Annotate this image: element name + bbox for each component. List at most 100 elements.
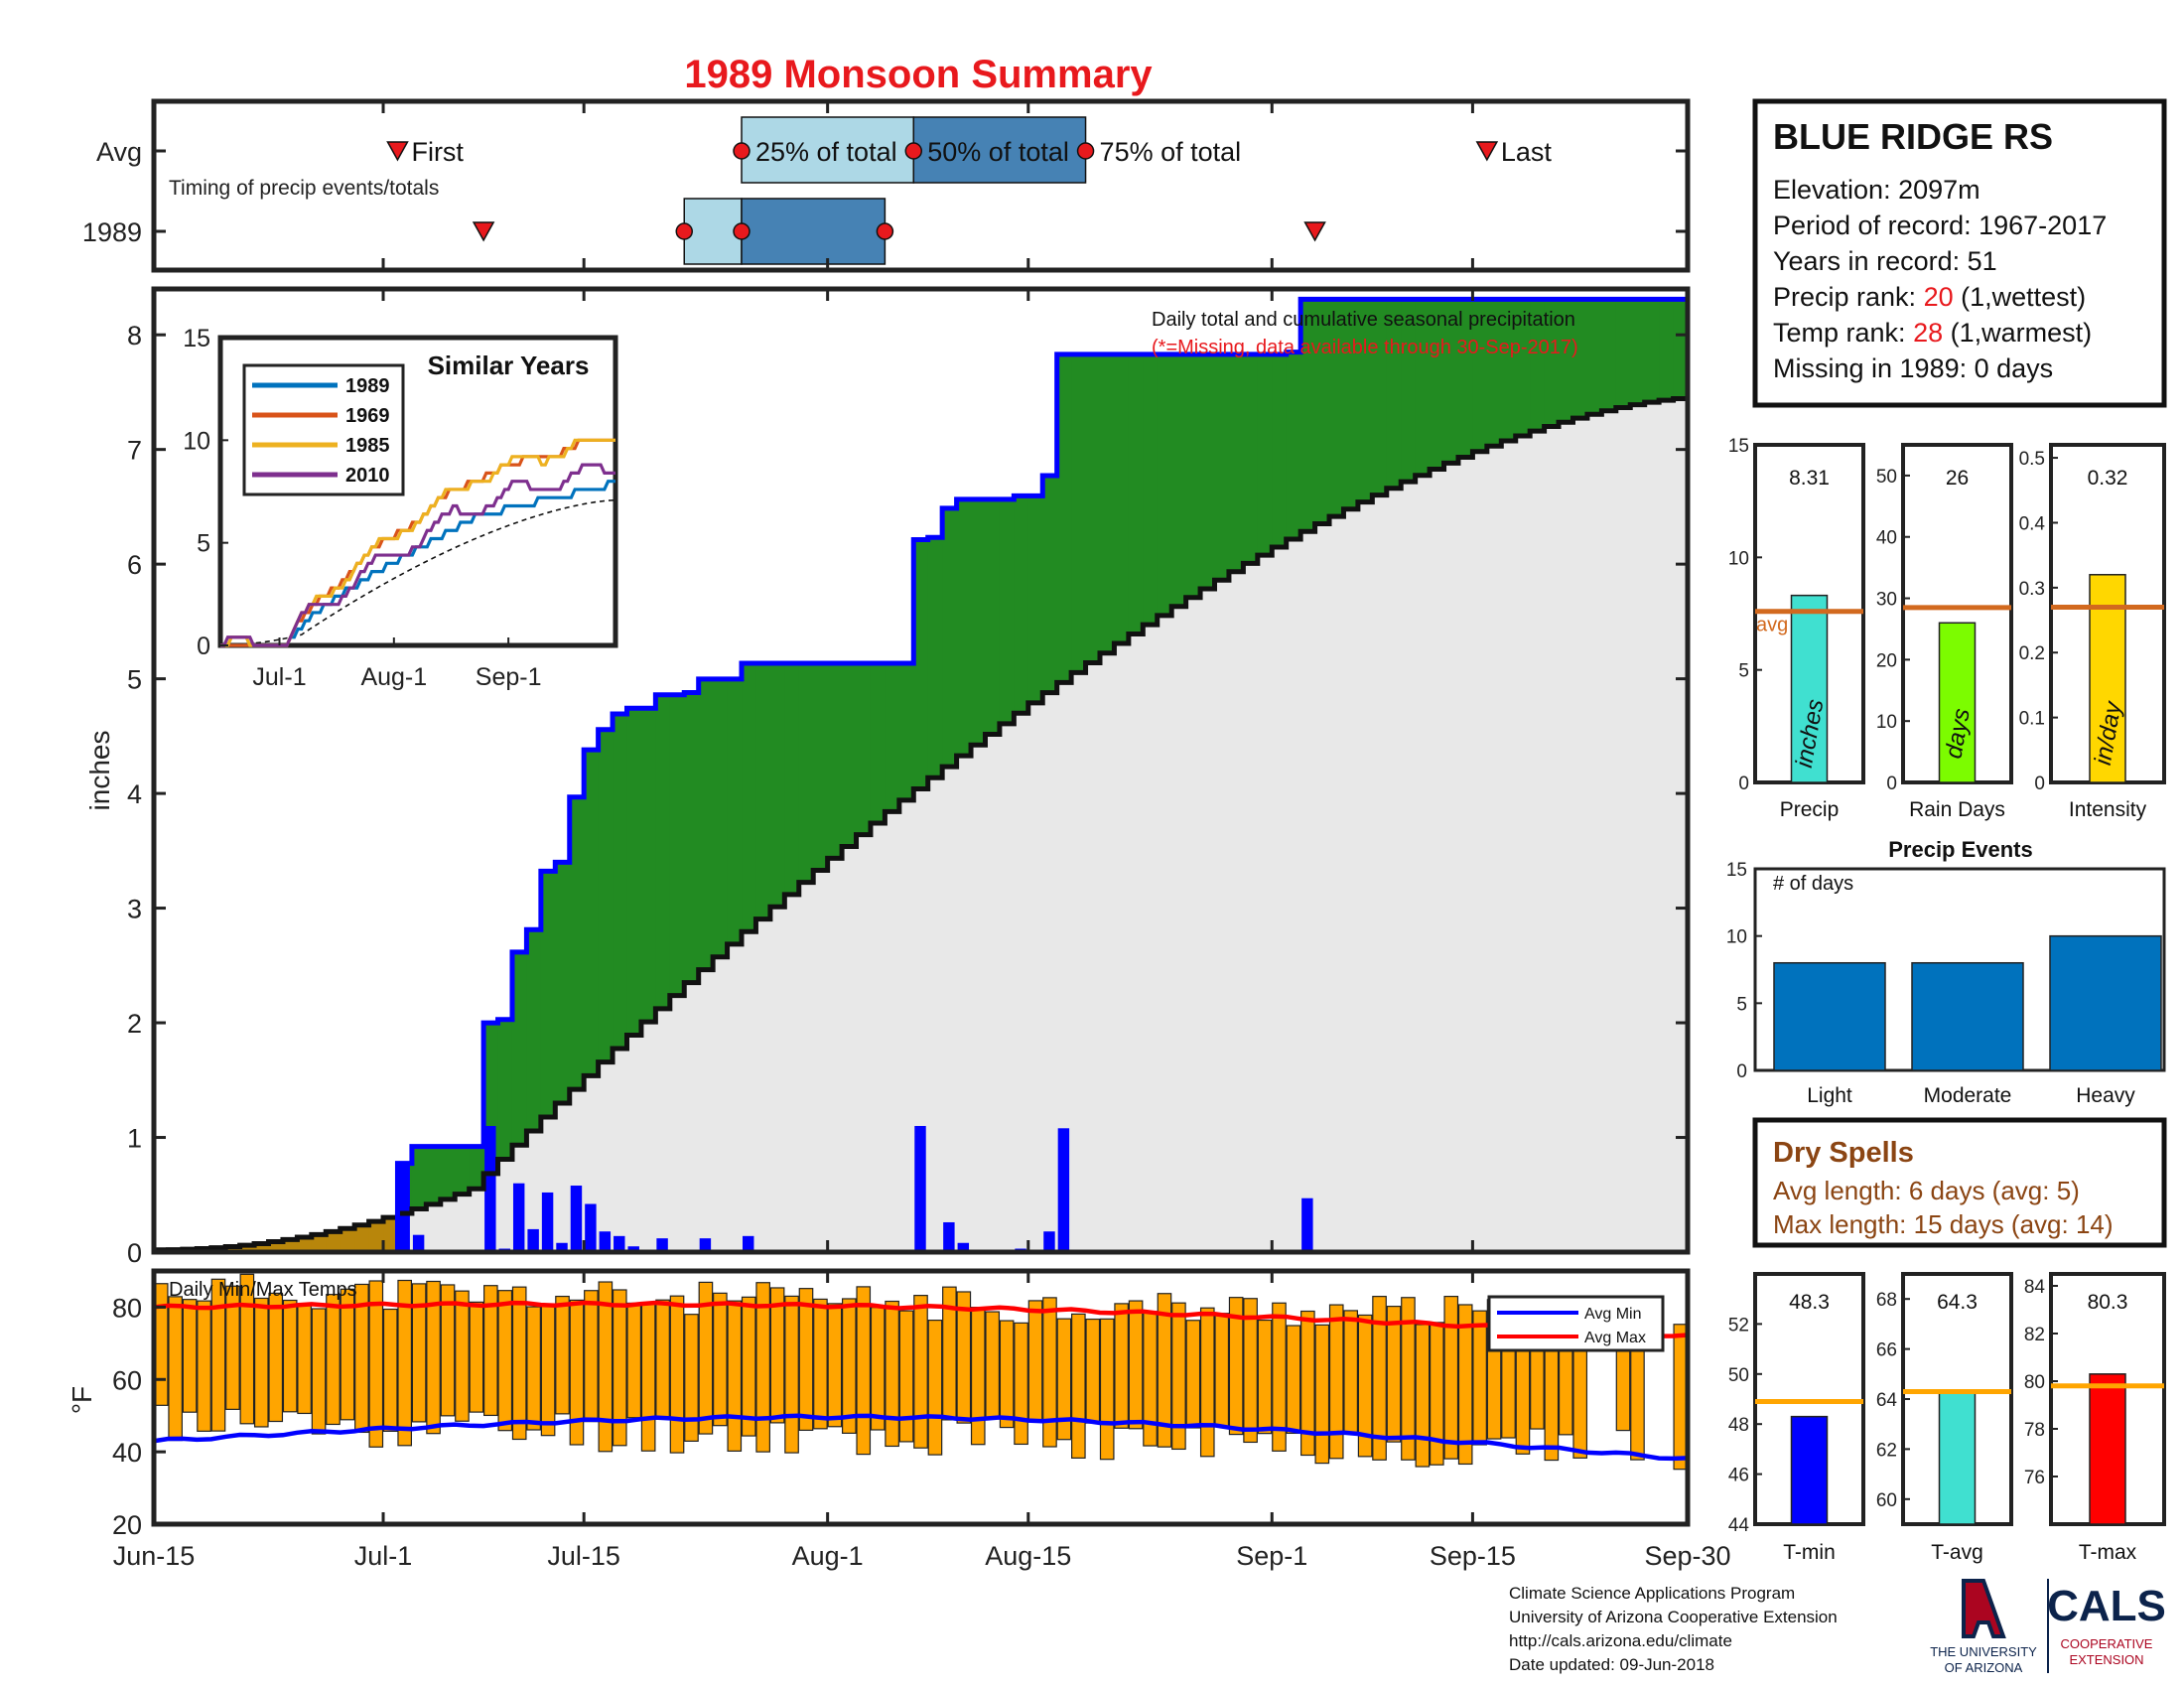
station-years: Years in record: 51 (1773, 246, 1997, 276)
daily-temp-range-bar (1386, 1306, 1402, 1443)
stat-y-tick-label: 50 (1876, 467, 1897, 488)
daily-temp-range-bar (1415, 1324, 1431, 1468)
temperature-chart: Daily Min/Max Temps °F 20 40 60 80 Avg Min … (67, 1268, 1691, 1540)
temp-panel-y-tick-label: 82 (2024, 1325, 2045, 1345)
surplus-area (1157, 353, 1172, 616)
footer-line1: Climate Science Applications Program (1509, 1584, 1795, 1603)
stat-y-tick-label: 0.1 (2019, 709, 2045, 730)
temp-frame (151, 1268, 1691, 1527)
surplus-area (1071, 353, 1087, 673)
surplus-area (1143, 353, 1159, 626)
daily-temp-range-bar (1199, 1307, 1215, 1458)
stat-y-tick-label: 0 (2034, 774, 2045, 794)
temp-panel-label: T-avg (1931, 1541, 1983, 1564)
dry-max-length: Max length: 15 days (avg: 14) (1773, 1209, 2114, 1239)
daily-temp-range-bar (741, 1296, 756, 1437)
daily-precip-bar (1057, 1128, 1070, 1252)
daily-temp-range-bar (856, 1286, 872, 1456)
surplus-area (569, 796, 585, 1090)
daily-temp-range-bar (426, 1280, 441, 1435)
inset-legend-label: 1969 (345, 405, 390, 427)
surplus-area (1486, 299, 1502, 447)
surplus-area (669, 694, 685, 996)
events-subtitle: # of days (1773, 873, 1853, 895)
daily-temp-range-bar (311, 1308, 327, 1435)
daily-temp-range-bar (1343, 1310, 1358, 1435)
x-tick-label: Sep-30 (1644, 1541, 1730, 1571)
deficit-area (282, 1239, 298, 1252)
temp-panel-y-tick-label: 62 (1876, 1440, 1897, 1461)
daily-temp-range-bar (326, 1294, 341, 1426)
temp-panel-y-tick-label: 76 (2024, 1468, 2045, 1488)
surplus-area (727, 678, 743, 944)
daily-temp-range-bar (340, 1288, 355, 1421)
inset-y-tick-label: 15 (183, 325, 210, 352)
avg-max-line (153, 1300, 1689, 1338)
surplus-area (1615, 299, 1631, 408)
surplus-area (1314, 299, 1330, 524)
timing-subtitle: Timing of precip events/totals (169, 177, 439, 200)
daily-temp-range-bar (841, 1298, 857, 1434)
surplus-area (1659, 299, 1675, 401)
avg-50-75-box (912, 116, 1087, 184)
surplus-area (1343, 299, 1359, 509)
daily-temp-range-bar (612, 1289, 627, 1447)
event-y-tick-label: 5 (1736, 994, 1747, 1015)
surplus-area (1630, 299, 1646, 405)
stat-y-tick-label: 20 (1876, 650, 1897, 671)
daily-temp-range-bar (1228, 1297, 1244, 1436)
daily-temp-range-bar (669, 1295, 685, 1454)
surplus-area (1329, 299, 1345, 517)
daily-temp-range-bar (455, 1290, 470, 1422)
surplus-area (1559, 299, 1574, 423)
surplus-area (1430, 299, 1445, 470)
stat-y-tick-label: 15 (1728, 436, 1749, 457)
daily-precip-bar (627, 1246, 639, 1252)
event-bar (2049, 934, 2162, 1071)
avg-p25-marker (733, 142, 751, 160)
daily-precip-bar (1301, 1197, 1313, 1252)
surplus-area (1644, 299, 1660, 403)
surplus-area (784, 663, 800, 895)
daily-temp-range-bar (640, 1303, 656, 1452)
inset-title: Similar Years (428, 351, 590, 380)
stat-panel-label: Rain Days (1909, 798, 2005, 821)
surplus-area (1042, 476, 1058, 693)
temp-panel-y-tick-label: 52 (1728, 1315, 1749, 1336)
surplus-area (813, 663, 829, 871)
daily-temp-range-bar (368, 1280, 384, 1448)
surplus-area (742, 663, 757, 932)
surplus-area (698, 678, 714, 970)
surplus-area (870, 663, 887, 823)
stat-value-bar (1790, 594, 1829, 783)
surplus-area (1515, 299, 1531, 436)
stat-panel-label: Precip (1780, 798, 1840, 821)
deficit-area (225, 1246, 241, 1252)
daily-temp-range-bar (684, 1314, 699, 1442)
daily-temp-range-bar (1027, 1300, 1043, 1422)
university-of-arizona-logo: THE UNIVERSITY OF ARIZONA (1930, 1579, 2037, 1675)
daily-temp-range-bar (1673, 1324, 1689, 1471)
surplus-area (1357, 299, 1373, 502)
legend-avg-min-label: Avg Min (1584, 1306, 1642, 1323)
daily-temp-range-bar (870, 1307, 886, 1431)
surplus-area (913, 539, 929, 789)
cals-logo: CALS COOPERATIVE EXTENSION (2047, 1579, 2166, 1673)
daily-temp-range-bar (598, 1281, 614, 1453)
surplus-area (1200, 353, 1216, 589)
inset-legend-label: 2010 (345, 465, 390, 487)
temp-y-tick-label: 60 (112, 1365, 142, 1395)
daily-temp-range-bar (511, 1286, 527, 1441)
daily-temp-range-bar (297, 1305, 312, 1415)
avg-25-50-box (741, 116, 915, 184)
temp-panel-label: T-max (2079, 1541, 2137, 1564)
surplus-area (426, 1146, 442, 1204)
surplus-area (985, 498, 1001, 735)
main-missing-note: (*=Missing, data available through 30-Se… (1152, 337, 1578, 358)
avg-cumulative-line (154, 396, 1688, 1253)
avg-p25-label: 25% of total (755, 137, 897, 167)
surplus-area (1572, 299, 1588, 419)
avg-p75-label: 75% of total (1100, 137, 1242, 167)
daily-temp-range-bar (1014, 1322, 1028, 1446)
